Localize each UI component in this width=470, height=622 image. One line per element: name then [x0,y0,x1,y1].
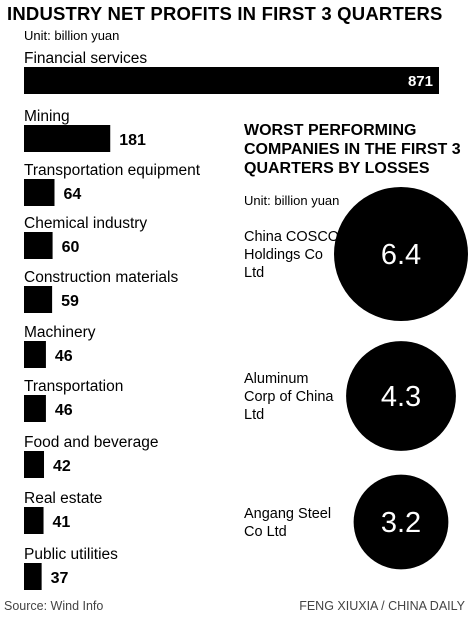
bar [24,179,55,206]
company-name-line: Angang Steel [244,506,331,522]
losses-title-line-2: COMPANIES IN THE FIRST 3 [244,141,461,158]
chart-title: INDUSTRY NET PROFITS IN FIRST 3 QUARTERS [7,3,443,24]
bar [24,395,46,422]
losses-title-line-3: QUARTERS BY LOSSES [244,160,430,177]
value-label: 42 [53,458,71,475]
company-name-line: Ltd [244,407,264,423]
value-label: 64 [63,186,81,203]
category-label: Chemical industry [24,215,147,232]
value-label: 37 [51,570,69,587]
category-label: Mining [24,108,70,125]
value-label: 59 [61,293,79,310]
bar [24,286,53,313]
bar [24,451,45,478]
losses-title-line-1: WORST PERFORMING [244,122,416,139]
company-name-line: Holdings Co [244,247,323,263]
category-label: Food and beverage [24,434,158,451]
loss-bubble [334,187,468,321]
credit-note: FENG XIUXIA / CHINA DAILY [299,599,465,613]
category-label: Public utilities [24,546,118,563]
company-name-line: China COSCO [244,229,339,245]
value-label: 871 [408,73,433,90]
losses-unit: Unit: billion yuan [244,193,339,208]
category-label: Machinery [24,324,96,341]
value-label: 181 [119,132,146,149]
bubble-chart: 6.4 China COSCO Holdings Co Ltd 4.3 Aluminum C… [244,187,468,570]
value-label: 46 [55,348,73,365]
value-label: 60 [62,239,80,256]
value-label: 41 [53,514,71,531]
bar-chart: Financial services 871 Mining 181 Transporta… [24,50,439,590]
company-name-line: Co Ltd [244,524,287,540]
category-label: Financial services [24,50,147,67]
value-label: 46 [55,402,73,419]
loss-value: 3.2 [381,507,421,539]
bar [24,232,53,259]
category-label: Transportation [24,378,123,395]
loss-bubble [353,474,449,570]
bar [24,67,439,94]
category-label: Real estate [24,490,102,507]
loss-value: 6.4 [381,239,421,271]
chart-unit: Unit: billion yuan [24,28,119,43]
company-name-line: Aluminum [244,371,308,387]
loss-value: 4.3 [381,381,421,413]
category-label: Construction materials [24,269,178,286]
bar [24,563,42,590]
company-name-line: Ltd [244,265,264,281]
bar [24,341,46,368]
bar [24,125,111,152]
loss-bubble [346,341,456,451]
category-label: Transportation equipment [24,162,201,179]
bar [24,507,44,534]
source-note: Source: Wind Info [4,599,103,613]
company-name-line: Corp of China [244,389,334,405]
